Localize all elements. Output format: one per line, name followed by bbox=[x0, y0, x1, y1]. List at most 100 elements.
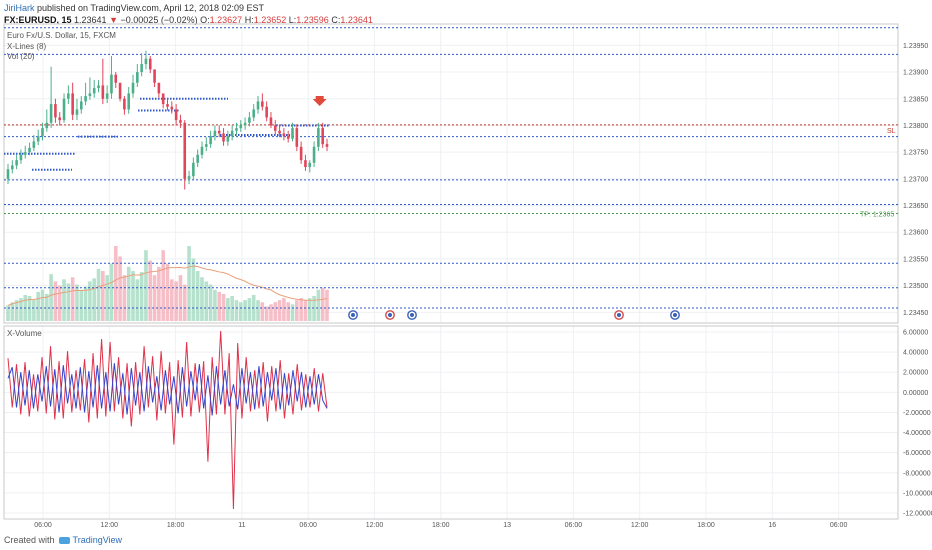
xvolume-legend[interactable]: X-Volume bbox=[7, 329, 42, 338]
volume-bar bbox=[113, 246, 118, 321]
volume-bar bbox=[286, 302, 291, 321]
volume-ma-line bbox=[7, 265, 328, 306]
candle-body bbox=[62, 98, 66, 121]
time-tick-label: 12:00 bbox=[101, 522, 119, 529]
price-pane-border bbox=[3, 23, 899, 324]
candle-body bbox=[278, 130, 281, 134]
time-tick-label: 13 bbox=[503, 522, 511, 529]
volume-bar bbox=[70, 277, 75, 321]
xvolume-pane-border bbox=[3, 325, 899, 520]
instrument-legend[interactable]: Euro Fx/U.S. Dollar, 15, FXCM bbox=[7, 31, 116, 40]
time-tick-label: 18:00 bbox=[697, 522, 715, 529]
volume-bar bbox=[316, 289, 321, 321]
volume-bar bbox=[217, 291, 222, 321]
volume-bar bbox=[200, 277, 204, 321]
candle-body bbox=[230, 130, 234, 137]
candle-body bbox=[286, 136, 290, 139]
candle-body bbox=[282, 133, 286, 137]
down-arrow-icon: ▼ bbox=[109, 15, 119, 25]
author-link[interactable]: JiriHark bbox=[4, 3, 35, 13]
time-tick-label: 06:00 bbox=[830, 522, 848, 529]
candle-body bbox=[23, 152, 27, 155]
xvolume-tick-label: -10.00000 bbox=[903, 490, 932, 497]
candle-body bbox=[265, 106, 268, 118]
open-label: O: bbox=[200, 15, 210, 25]
price-tick-label: 1.23700 bbox=[903, 176, 928, 183]
candle-body bbox=[192, 162, 195, 177]
volume-bar bbox=[152, 275, 157, 321]
volume-bar bbox=[19, 298, 23, 321]
candle-body bbox=[54, 104, 57, 118]
vol-legend[interactable]: Vol (20) bbox=[7, 52, 35, 61]
xvolume-tick-label: -12.00000 bbox=[903, 510, 932, 517]
candle-body bbox=[97, 85, 100, 89]
x-volume-red-line bbox=[7, 331, 328, 509]
candle-body bbox=[200, 146, 204, 155]
volume-bar bbox=[109, 263, 114, 321]
candle-body bbox=[213, 130, 217, 137]
price-tick-label: 1.23600 bbox=[903, 230, 928, 237]
candle-body bbox=[295, 128, 299, 147]
candle-body bbox=[248, 117, 251, 123]
volume-bar bbox=[295, 300, 299, 321]
economic-event-dot bbox=[410, 313, 414, 317]
candle-body bbox=[140, 64, 143, 73]
time-tick-label: 06:00 bbox=[565, 522, 583, 529]
economic-event-dot bbox=[388, 313, 392, 317]
open-value: 1.23627 bbox=[209, 15, 243, 25]
volume-bar bbox=[277, 300, 282, 321]
time-tick-label: 11 bbox=[238, 522, 245, 529]
volume-bar bbox=[83, 286, 88, 321]
candle-body bbox=[161, 93, 165, 105]
volume-bar bbox=[208, 284, 213, 321]
volume-bar bbox=[44, 293, 49, 321]
candle-body bbox=[239, 125, 243, 129]
volume-bar bbox=[148, 260, 153, 321]
volume-bar bbox=[191, 258, 196, 321]
volume-bar bbox=[66, 283, 71, 321]
candle-body bbox=[32, 141, 36, 148]
tradingview-link[interactable]: TradingView bbox=[72, 535, 123, 545]
economic-event-dot bbox=[617, 313, 621, 317]
time-tick-label: 18:00 bbox=[432, 522, 450, 529]
volume-bar bbox=[303, 300, 308, 321]
high-label: H: bbox=[244, 15, 254, 25]
volume-bar bbox=[234, 300, 239, 321]
xvolume-tick-label: 2.00000 bbox=[903, 370, 928, 377]
volume-bar bbox=[299, 298, 303, 321]
candle-body bbox=[209, 136, 212, 145]
candle-body bbox=[28, 147, 31, 153]
candle-body bbox=[196, 154, 199, 163]
volume-bar bbox=[290, 304, 295, 321]
candle-body bbox=[131, 82, 135, 94]
time-tick-label: 16 bbox=[768, 522, 776, 529]
candlesticks bbox=[6, 50, 329, 190]
price-tick-label: 1.23950 bbox=[903, 43, 928, 50]
take-profit-label: TP: 1.2365 bbox=[860, 212, 894, 219]
volume-bar bbox=[88, 281, 92, 321]
candle-body bbox=[110, 74, 113, 94]
candle-body bbox=[19, 154, 23, 161]
time-tick-label: 12:00 bbox=[366, 522, 384, 529]
candle-body bbox=[71, 93, 74, 115]
candle-body bbox=[67, 93, 70, 99]
candle-body bbox=[304, 160, 307, 168]
xlines-legend[interactable]: X-Lines (8) bbox=[7, 42, 47, 51]
volume-bar bbox=[247, 298, 252, 321]
price-tick-label: 1.23550 bbox=[903, 256, 928, 263]
close-value: 1.23641 bbox=[340, 15, 373, 25]
candle-body bbox=[222, 133, 225, 142]
candle-body bbox=[88, 93, 92, 97]
volume-bar bbox=[269, 304, 273, 321]
candle-body bbox=[183, 122, 187, 179]
candle-body bbox=[41, 128, 44, 137]
volume-bar bbox=[92, 278, 97, 321]
candle-body bbox=[299, 146, 303, 161]
candle-body bbox=[148, 58, 152, 70]
candle-body bbox=[92, 88, 96, 94]
candle-body bbox=[291, 128, 294, 139]
candle-body bbox=[325, 144, 329, 147]
volume-bar bbox=[165, 263, 170, 321]
candle-body bbox=[179, 120, 182, 123]
